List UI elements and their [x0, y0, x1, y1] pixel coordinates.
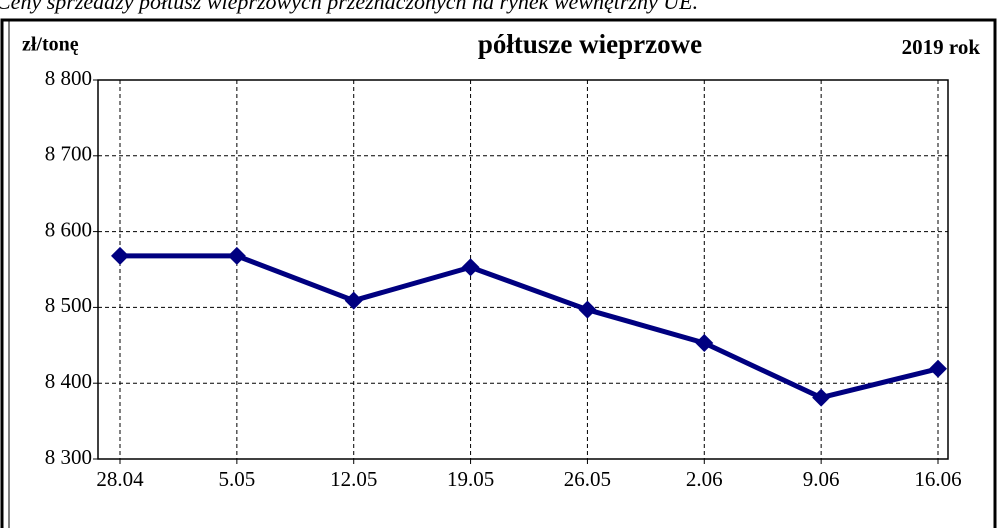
- y-axis-label: zł/tonę: [22, 34, 79, 56]
- y-tick-label: 8 300: [45, 445, 92, 469]
- note: 2019 rok: [902, 35, 981, 59]
- marker: [344, 291, 363, 310]
- x-tick-label: 5.05: [218, 467, 255, 491]
- x-tick-label: 28.04: [96, 467, 144, 491]
- marker: [578, 300, 597, 319]
- y-tick-label: 8 800: [45, 66, 92, 90]
- marker: [111, 246, 129, 265]
- y-tick-label: 8 400: [45, 369, 92, 393]
- line: [120, 253, 939, 401]
- plot-area: [97, 79, 949, 460]
- x-tick-label: 9.06: [803, 467, 840, 491]
- marker: [695, 334, 714, 353]
- marker: [929, 359, 947, 378]
- y-tick-label: 8 500: [45, 293, 92, 317]
- marker: [812, 388, 831, 407]
- x-tick-label: 19.05: [447, 467, 494, 491]
- x-tick-label: 16.06: [914, 467, 961, 491]
- x-tick-label: 26.05: [564, 467, 611, 491]
- x-tick-label: 2.06: [686, 467, 723, 491]
- marker: [227, 246, 246, 265]
- y-tick-label: 8 700: [45, 142, 92, 166]
- chart-title: półtusze wieprzowe: [478, 29, 702, 59]
- frame: [0, 18, 997, 528]
- y-tick-label: 8 600: [45, 217, 92, 241]
- marker: [461, 258, 480, 277]
- caption: Ceny sprzedaży półtusz wieprzowych przez…: [0, 0, 698, 14]
- x-tick-label: 12.05: [330, 467, 377, 491]
